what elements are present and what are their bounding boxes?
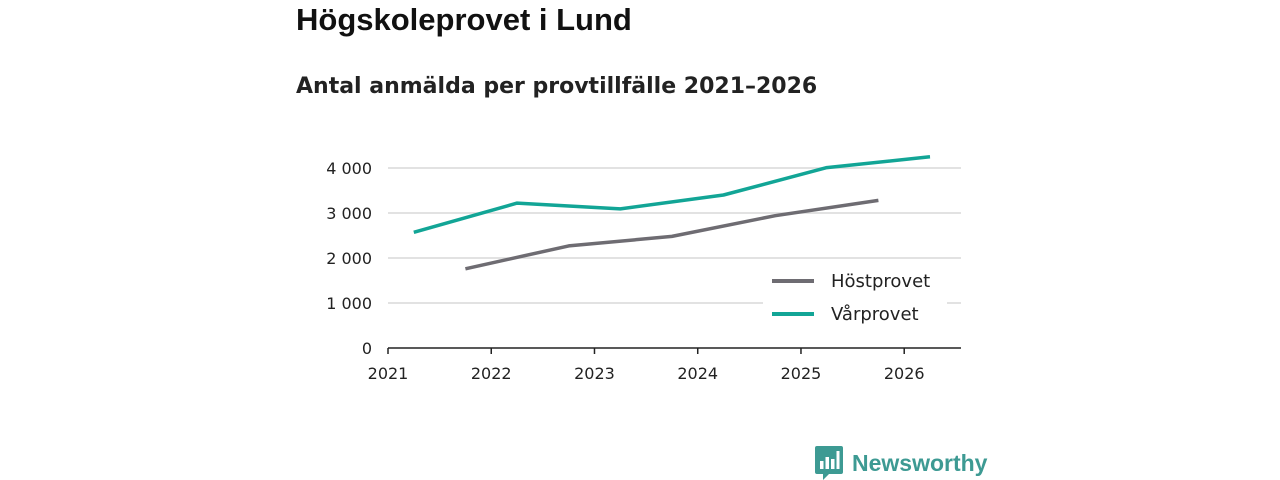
- axis-layer: 0 1 000 2 000 3 000 4 000 2021 2022 2023 2024 202…: [326, 159, 961, 383]
- x-tick-label: 2022: [471, 364, 512, 383]
- chart-subtitle: Antal anmälda per provtillfälle 2021–202…: [296, 74, 818, 99]
- brand-mark: Newsworthy: [815, 446, 987, 480]
- brand-name: Newsworthy: [852, 449, 988, 476]
- y-tick-label: 3 000: [326, 204, 372, 223]
- legend-label: Höstprovet: [831, 271, 930, 292]
- series-line-varprovet: [413, 155, 931, 234]
- x-tick-label: 2026: [884, 364, 925, 383]
- y-tick-label: 0: [362, 339, 372, 358]
- chart-title: Högskoleprovet i Lund: [296, 2, 632, 37]
- x-tick-label: 2024: [677, 364, 718, 383]
- y-tick-label: 2 000: [326, 249, 372, 268]
- legend: Höstprovet Vårprovet: [763, 264, 947, 332]
- series-layer: [413, 155, 931, 271]
- legend-background: [763, 264, 947, 332]
- legend-label: Vårprovet: [831, 304, 919, 325]
- y-tick-label: 4 000: [326, 159, 372, 178]
- x-tick-label: 2021: [368, 364, 409, 383]
- y-tick-label: 1 000: [326, 294, 372, 313]
- newsworthy-bar-chart-icon: [815, 446, 843, 480]
- x-tick-label: 2023: [574, 364, 615, 383]
- x-tick-label: 2025: [781, 364, 822, 383]
